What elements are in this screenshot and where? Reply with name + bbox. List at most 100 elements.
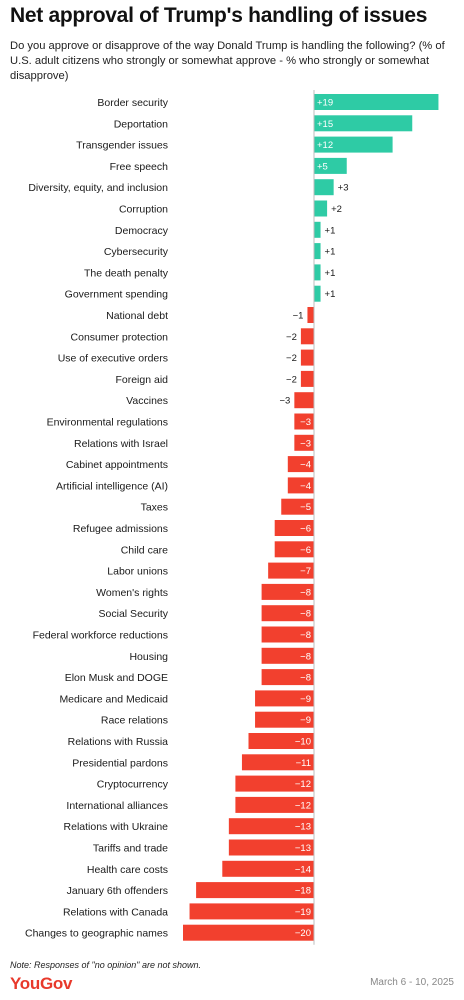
category-label: Refugee admissions [73, 523, 168, 535]
bar [261, 605, 314, 622]
category-label: Deportation [114, 118, 168, 130]
category-label: Government spending [65, 289, 168, 301]
bar [235, 796, 314, 813]
bar [300, 328, 314, 345]
bar [228, 839, 314, 856]
chart-subtitle: Do you approve or disapprove of the way … [10, 40, 445, 82]
category-label: Cryptocurrency [97, 779, 169, 791]
category-label: Democracy [115, 225, 169, 237]
category-label: Foreign aid [115, 374, 168, 386]
bar [268, 562, 314, 579]
value-label: −9 [300, 694, 311, 705]
category-label: Relations with Canada [63, 906, 168, 918]
value-label: −20 [295, 928, 311, 939]
value-label: −19 [295, 907, 311, 918]
bar [314, 200, 328, 217]
value-label: −12 [295, 779, 311, 790]
bar [287, 456, 314, 473]
bar [255, 690, 314, 707]
category-label: Child care [121, 544, 168, 556]
value-label: −14 [295, 864, 311, 875]
value-label: +19 [317, 98, 333, 109]
category-label: Labor unions [107, 566, 168, 578]
category-label: Changes to geographic names [25, 928, 168, 940]
category-label: Cybersecurity [104, 246, 169, 258]
bar [294, 413, 314, 430]
value-label: +1 [325, 289, 336, 300]
value-label: −3 [300, 417, 311, 428]
category-label: International alliances [66, 800, 168, 812]
category-label: Relations with Israel [74, 438, 168, 450]
category-label: Use of executive orders [58, 353, 168, 365]
category-label: Social Security [99, 608, 169, 620]
bar [314, 179, 334, 196]
category-label: Housing [129, 651, 168, 663]
value-label: −2 [286, 353, 297, 364]
value-label: +1 [325, 247, 336, 258]
category-label: Tariffs and trade [93, 843, 168, 855]
category-label: Free speech [110, 161, 169, 173]
bar [314, 243, 321, 260]
bar [287, 477, 314, 494]
bar [261, 583, 314, 600]
value-label: −10 [295, 737, 311, 748]
bar [235, 775, 314, 792]
bar [281, 498, 314, 515]
value-label: −13 [295, 843, 311, 854]
bar [294, 434, 314, 451]
value-label: −4 [300, 481, 311, 492]
category-label: Corruption [119, 204, 168, 216]
category-label: Race relations [101, 715, 168, 727]
bar [261, 669, 314, 686]
value-label: −8 [300, 609, 311, 620]
value-label: −3 [280, 396, 291, 407]
category-label: Environmental regulations [47, 417, 168, 429]
value-label: −1 [293, 311, 304, 322]
value-label: −11 [296, 758, 311, 769]
category-label: National debt [106, 310, 168, 322]
value-label: +1 [325, 225, 336, 236]
value-label: −8 [300, 630, 311, 641]
category-label: Federal workforce reductions [33, 630, 168, 642]
bar [248, 733, 314, 749]
value-label: −9 [300, 715, 311, 726]
bar [314, 221, 321, 238]
value-label: −13 [295, 822, 311, 833]
value-label: −8 [300, 673, 311, 684]
category-label: Presidential pardons [72, 757, 168, 769]
chart-title: Net approval of Trump's handling of issu… [10, 4, 428, 27]
bar [261, 647, 314, 664]
category-label: Health care costs [87, 864, 168, 876]
value-label: −7 [300, 566, 311, 577]
category-label: Women's rights [96, 587, 168, 599]
value-label: −6 [300, 545, 311, 556]
category-label: Relations with Ukraine [64, 821, 169, 833]
category-label: Cabinet appointments [66, 459, 168, 471]
bar [314, 285, 321, 302]
value-label: +12 [317, 140, 333, 151]
category-label: Diversity, equity, and inclusion [28, 182, 168, 194]
category-label: Elon Musk and DOGE [65, 672, 168, 684]
value-label: −8 [300, 587, 311, 598]
bar [222, 860, 314, 877]
value-label: −12 [295, 800, 311, 811]
bar [261, 626, 314, 643]
category-label: Border security [97, 97, 168, 109]
bar [314, 115, 413, 132]
value-label: +3 [338, 183, 349, 194]
category-label: Transgender issues [76, 140, 168, 152]
value-label: −2 [286, 374, 297, 385]
value-label: +15 [317, 119, 333, 130]
value-label: −5 [300, 502, 311, 513]
category-label: Vaccines [126, 395, 168, 407]
value-label: −2 [286, 332, 297, 343]
bar [189, 903, 314, 920]
category-label: Taxes [141, 502, 168, 514]
bar [274, 541, 314, 558]
bar [255, 711, 314, 728]
bar [241, 754, 314, 771]
category-label: Medicare and Medicaid [59, 693, 168, 705]
bar-chart: Border security +19 Deportation +15 Transgen… [25, 90, 439, 945]
bar [314, 157, 347, 174]
bar [300, 370, 314, 387]
